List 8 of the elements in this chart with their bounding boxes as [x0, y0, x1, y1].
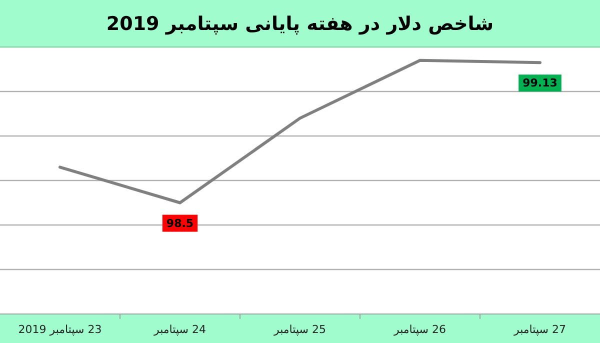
x-tick-label: 27 سپتامبر — [513, 323, 566, 336]
chart-title: شاخص دلار در هفته پایانی سپتامبر 2019 — [106, 13, 494, 35]
x-tick-label: 23 سپتامبر 2019 — [18, 323, 102, 336]
data-label: 99.13 — [522, 76, 558, 90]
x-tick-label: 24 سپتامبر — [153, 323, 206, 336]
x-tick-label: 25 سپتامبر — [273, 323, 326, 336]
x-tick-label: 26 سپتامبر — [393, 323, 446, 336]
data-label: 98.5 — [166, 216, 194, 230]
